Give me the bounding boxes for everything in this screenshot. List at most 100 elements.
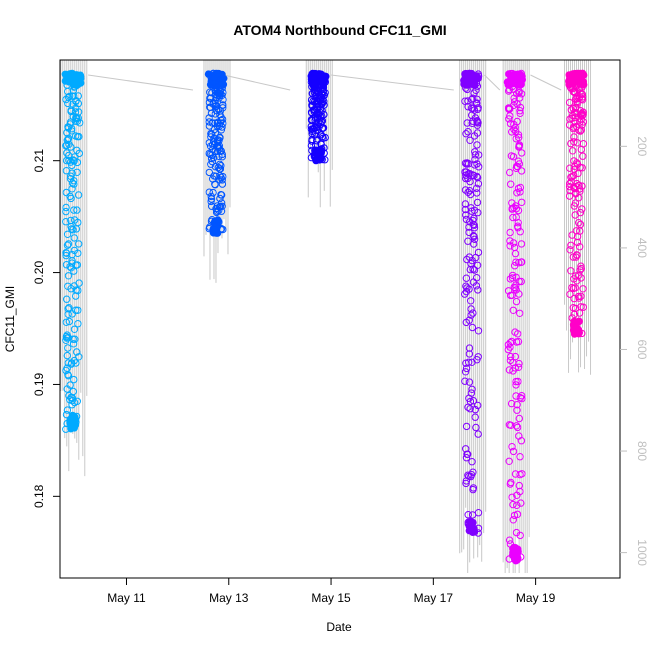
data-point <box>470 171 478 180</box>
data-point <box>216 147 224 155</box>
data-point <box>509 367 517 375</box>
data-point <box>565 121 574 129</box>
data-point <box>569 253 577 261</box>
chart-title: ATOM4 Northbound CFC11_GMI <box>233 22 446 38</box>
data-point <box>468 385 476 393</box>
data-point <box>316 96 324 105</box>
data-point <box>318 76 326 85</box>
data-point <box>74 92 83 100</box>
data-point <box>63 351 72 360</box>
data-point <box>575 317 583 325</box>
data-point <box>205 188 214 196</box>
data-point <box>312 156 320 165</box>
data-point <box>64 240 73 248</box>
data-point <box>463 284 471 292</box>
data-point <box>518 149 526 157</box>
data-point <box>474 286 482 294</box>
data-point <box>473 141 481 149</box>
data-point <box>462 211 470 219</box>
data-point <box>567 241 575 250</box>
data-point <box>513 510 522 518</box>
data-point <box>569 104 577 113</box>
data-point <box>62 318 71 326</box>
data-point <box>474 509 483 517</box>
data-point <box>516 109 524 118</box>
data-point <box>461 377 469 385</box>
data-point <box>518 198 526 207</box>
data-point <box>211 181 219 189</box>
data-point <box>62 249 70 257</box>
data-point <box>62 156 71 165</box>
data-point <box>464 511 472 519</box>
data-point <box>68 74 76 82</box>
data-point <box>506 237 514 245</box>
data-point <box>572 95 580 104</box>
data-point <box>469 309 477 317</box>
data-point <box>73 117 82 126</box>
data-point <box>62 207 70 216</box>
data-point <box>70 375 78 384</box>
data-point <box>565 71 573 79</box>
data-point <box>509 358 517 367</box>
data-point <box>579 108 587 116</box>
data-point <box>466 397 475 406</box>
x-tick-label: May 17 <box>414 591 454 605</box>
data-point <box>466 265 474 274</box>
data-point <box>505 366 514 374</box>
data-point <box>474 353 482 361</box>
data-point <box>576 208 585 217</box>
data-point <box>569 284 578 293</box>
data-point <box>516 309 524 317</box>
data-point <box>577 292 585 300</box>
data-point <box>62 203 70 212</box>
altitude-link <box>530 74 562 91</box>
data-point <box>567 106 575 114</box>
data-point <box>511 262 519 270</box>
data-point <box>512 135 520 143</box>
data-point <box>70 267 78 275</box>
y-tick-label: 0.19 <box>32 372 46 396</box>
data-point <box>64 282 72 290</box>
data-point <box>574 292 583 301</box>
data-point <box>206 88 214 96</box>
data-point <box>472 253 480 262</box>
data-point <box>504 287 513 295</box>
data-point <box>465 344 474 352</box>
data-point <box>579 140 588 148</box>
data-point <box>68 161 76 170</box>
data-point <box>465 358 473 366</box>
data-point <box>473 95 481 104</box>
data-point <box>571 199 580 207</box>
altitude-link <box>484 74 501 91</box>
data-point <box>317 100 325 108</box>
data-point <box>64 305 72 313</box>
data-point <box>512 258 520 266</box>
data-point <box>473 261 482 269</box>
data-point <box>578 164 586 172</box>
data-point <box>576 127 584 135</box>
series-1 <box>61 69 85 433</box>
data-point <box>507 478 515 487</box>
data-point <box>316 113 325 121</box>
data-point <box>509 213 517 222</box>
data-point <box>514 131 523 139</box>
data-point <box>68 359 76 367</box>
data-point <box>73 206 81 214</box>
data-point <box>469 397 478 405</box>
data-point <box>565 192 574 200</box>
y-axis: 0.18 0.19 0.20 0.21 <box>32 149 60 508</box>
data-point <box>575 126 583 134</box>
data-point <box>513 90 521 98</box>
data-point <box>469 468 477 476</box>
data-point <box>575 181 583 190</box>
data-point <box>69 226 77 234</box>
data-point <box>64 135 72 144</box>
data-point <box>467 311 475 319</box>
data-point <box>462 274 471 282</box>
data-point <box>464 188 472 197</box>
data-point <box>316 106 324 114</box>
data-point <box>63 149 71 157</box>
data-point <box>65 317 74 326</box>
data-point <box>512 422 521 430</box>
data-point <box>474 327 483 335</box>
